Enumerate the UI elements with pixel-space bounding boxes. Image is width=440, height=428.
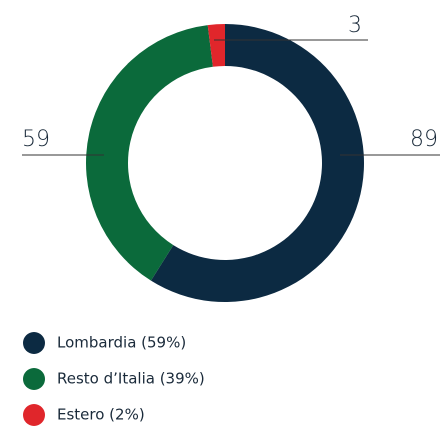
legend-label: Lombardia (59%) [57,334,186,352]
data-label: 89 [410,127,438,152]
legend-swatch [23,404,45,426]
legend-label: Estero (2%) [57,406,145,424]
donut-segment [207,24,225,67]
legend-swatch [23,368,45,390]
legend-label: Resto d’Italia (39%) [57,370,205,388]
legend-swatch [23,332,45,354]
donut-segment [85,25,213,281]
data-label: 59 [22,127,50,152]
data-label: 3 [348,13,362,38]
donut-segment [150,24,364,302]
